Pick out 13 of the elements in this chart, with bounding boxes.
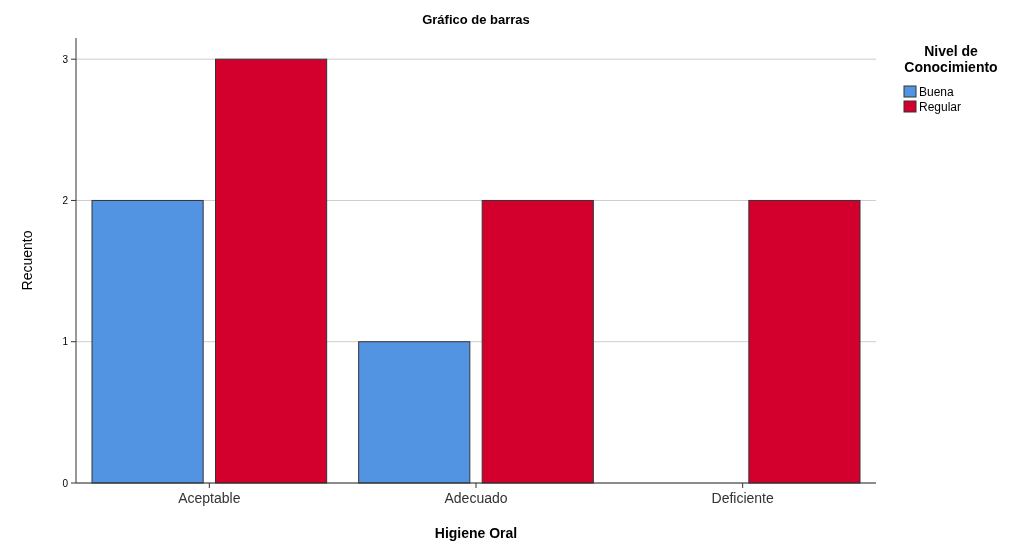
x-axis-title: Higiene Oral [434, 525, 518, 541]
y-tick-label: 0 [62, 477, 69, 489]
x-tick-label: Adecuado [444, 490, 508, 506]
x-tick-label: Aceptable [178, 490, 241, 506]
legend-title: Nivel de Conocimiento [904, 43, 998, 75]
y-tick-label: 2 [62, 194, 69, 206]
y-tick-label: 1 [62, 336, 69, 348]
y-tick-label: 3 [62, 53, 69, 65]
legend-label: Regular [919, 99, 962, 114]
x-tick-label: Deficiente [711, 490, 774, 506]
chart-title: Gráfico de barras [422, 12, 530, 27]
legend-label: Buena [919, 84, 955, 99]
y-axis-title: Recuento [19, 230, 35, 291]
